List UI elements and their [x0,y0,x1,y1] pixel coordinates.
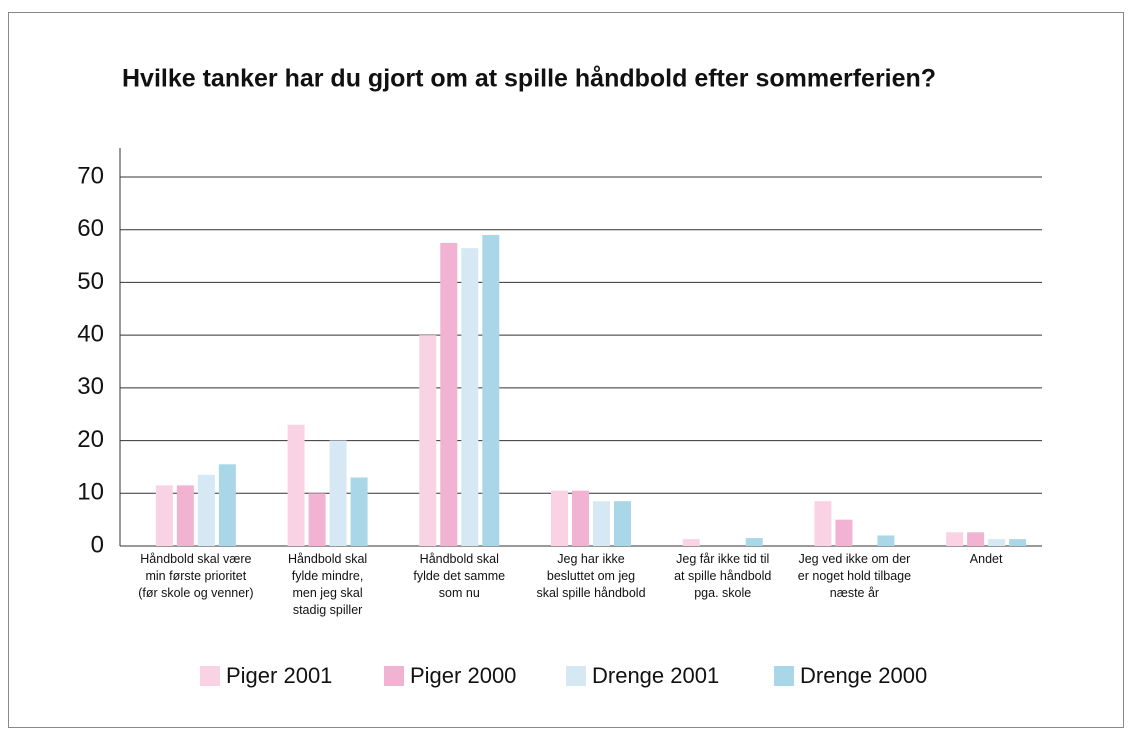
y-tick-label: 70 [77,162,104,189]
bar [419,335,437,546]
bar [614,501,631,546]
x-tick-label: Jeg får ikke tid til at spille håndbold pg… [674,552,771,600]
legend-label: Drenge 2000 [800,663,927,688]
bar [155,485,173,546]
legend-label: Drenge 2001 [592,663,719,688]
legend-swatch [200,666,220,686]
bar [682,539,700,546]
bar [967,532,985,546]
y-tick-label: 40 [77,320,104,347]
bar [308,493,326,546]
legend-label: Piger 2000 [410,663,516,688]
y-tick-label: 50 [77,268,104,295]
legend-swatch [566,666,586,686]
bar [1009,539,1027,546]
x-tick-label: Håndbold skal være min første prioritet (f… [138,552,253,600]
bar [176,485,194,546]
bar [572,490,589,546]
bar [482,234,500,546]
bar [946,532,964,546]
x-tick-label: Håndbold skal fylde det samme som nu [413,552,505,600]
legend-swatch [774,666,794,686]
frame [8,12,1124,728]
legend-swatch [384,666,404,686]
bar [287,424,305,546]
x-tick-label: Andet [970,552,1003,566]
y-tick-label: 60 [77,215,104,242]
bar [745,538,763,546]
x-tick-label: Håndbold skal fylde mindre, men jeg skal st… [288,552,367,617]
y-tick-label: 20 [77,426,104,453]
x-tick-label: Jeg ved ikke om der er noget hold tilbage… [798,552,911,600]
bar [461,248,479,546]
bar [350,477,368,546]
legend-label: Piger 2001 [226,663,332,688]
chart-title: Hvilke tanker har du gjort om at spille … [122,65,936,93]
y-tick-label: 10 [77,479,104,506]
bar [329,440,347,546]
y-tick-label: 30 [77,373,104,400]
bar [593,501,610,546]
bar [197,474,215,546]
bar [877,535,895,546]
x-tick-label: Jeg har ikke besluttet om jeg skal spille … [536,552,645,600]
bar [988,539,1006,546]
bar [440,242,458,546]
bar [835,519,853,546]
bar [218,464,236,546]
bar [551,490,568,546]
bar [814,501,832,546]
y-tick-label: 0 [91,531,104,558]
